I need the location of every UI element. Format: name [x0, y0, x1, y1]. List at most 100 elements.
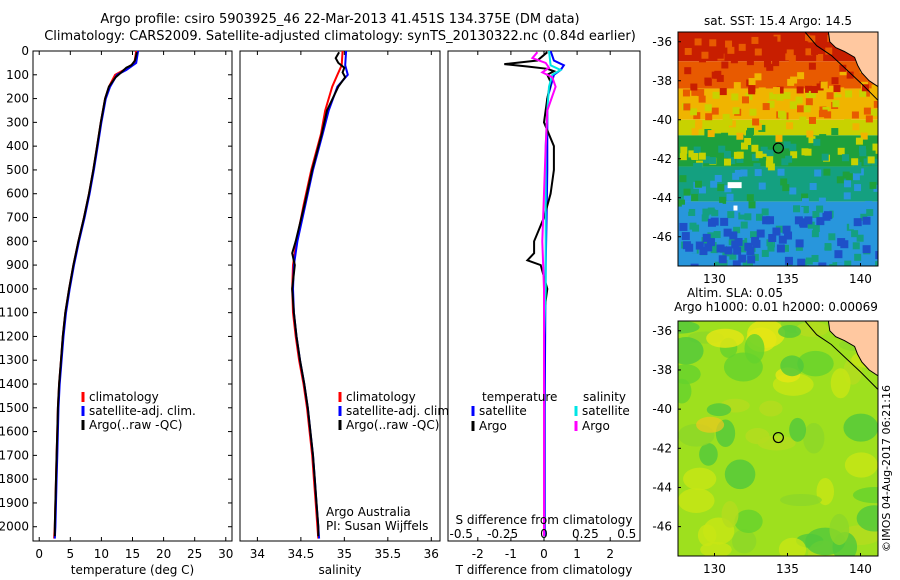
diff-legend-label: satellite: [479, 404, 527, 418]
sst-noise-cell: [755, 151, 763, 159]
sst-noise-cell: [824, 243, 832, 251]
depth-tick-label: 200: [6, 92, 29, 106]
sst-noise-cell: [723, 150, 731, 158]
depth-tick-label: 1400: [0, 377, 29, 391]
sst-cold-cell: [784, 231, 793, 240]
sst-noise-cell: [823, 236, 831, 244]
sst-noise-cell: [721, 61, 729, 69]
sst-noise-cell: [867, 156, 875, 164]
sst-noise-cell: [691, 152, 699, 160]
sst-noise-cell: [698, 152, 706, 160]
depth-tick-label: 1900: [0, 496, 29, 510]
sst-noise-cell: [689, 108, 697, 116]
sst-cold-cell: [706, 238, 715, 247]
sst-noise-cell: [801, 198, 809, 206]
sst-noise-cell: [753, 163, 761, 171]
profile-location-marker: [772, 431, 784, 444]
sst-noise-cell: [704, 77, 712, 85]
temp-legend-label: Argo(..raw -QC): [89, 418, 182, 432]
sst-noise-cell: [851, 158, 859, 166]
sst-noise-cell: [730, 35, 738, 43]
sst-noise-cell: [716, 51, 724, 59]
sla-anomaly-blob: [706, 328, 745, 348]
sst-noise-cell: [683, 194, 691, 202]
sst-noise-cell: [803, 105, 811, 113]
sst-noise-cell: [831, 77, 839, 85]
sal-xtick-label: 35.5: [374, 547, 401, 561]
depth-tick-label: 1000: [0, 282, 29, 296]
sla-anomaly-blob: [852, 487, 878, 504]
sst-noise-cell: [772, 87, 780, 95]
sst-noise-cell: [760, 146, 768, 154]
sst-noise-cell: [701, 214, 709, 222]
sal-x-axis-label: salinity: [318, 563, 361, 577]
sst-noise-cell: [831, 128, 839, 136]
sst-noise-cell: [782, 184, 790, 192]
sst-noise-cell: [710, 180, 718, 188]
sst-noise-cell: [839, 64, 847, 72]
sst-noise-cell: [751, 36, 759, 44]
sst-cold-cell: [818, 262, 827, 266]
sst-noise-cell: [795, 96, 803, 104]
sst-noise-cell: [868, 166, 876, 174]
sst-noise-cell: [754, 73, 762, 81]
sst-noise-cell: [758, 182, 766, 190]
sst-noise-cell: [862, 228, 870, 236]
sst-cold-cell: [733, 246, 742, 255]
temp-series-argo-raw-qc-: [53, 51, 138, 537]
sst-noise-cell: [796, 86, 804, 94]
sst-noise-cell: [703, 156, 711, 164]
sst-cold-cell: [734, 237, 743, 246]
diff-legend-heading: salinity: [583, 390, 626, 404]
sst-noise-cell: [689, 222, 697, 230]
sst-noise-cell: [780, 178, 788, 186]
map-lat-label: -40: [652, 402, 672, 416]
sst-noise-cell: [715, 202, 723, 210]
sst-noise-cell: [740, 169, 748, 177]
sst-noise-cell: [707, 207, 715, 215]
sst-noise-cell: [709, 39, 717, 47]
sst-noise-cell: [702, 208, 710, 216]
sst-noise-cell: [808, 116, 816, 124]
sla-anomaly-blob: [678, 378, 692, 404]
sst-noise-cell: [733, 82, 741, 90]
sst-noise-cell: [783, 92, 791, 100]
sst-noise-cell: [713, 231, 721, 239]
sst-noise-cell: [736, 151, 744, 159]
sst-noise-cell: [707, 130, 715, 138]
diff-xtick-label: 1: [573, 547, 581, 561]
sst-cold-cell: [702, 233, 711, 242]
sst-noise-cell: [754, 169, 762, 177]
sst-cold-cell: [704, 243, 713, 252]
sst-noise-cell: [718, 145, 726, 153]
sst-noise-cell: [758, 87, 766, 95]
sst-noise-cell: [745, 261, 753, 266]
map-lon-label: 130: [703, 272, 726, 286]
sst-noise-cell: [820, 109, 828, 117]
sla-anomaly-blob: [778, 325, 802, 338]
sst-cold-cell: [816, 217, 825, 226]
difference-panel: -2 -1 0 1 2 T difference from climatology temp…: [447, 50, 641, 577]
sst-map-panel: -36 -38 -40 -42 -44 -46 130 135 140 sat. SST: 15.…: [652, 14, 879, 286]
sst-noise-cell: [694, 38, 702, 46]
sst-noise-cell: [770, 36, 778, 44]
sst-noise-cell: [856, 234, 864, 242]
sst-noise-cell: [785, 53, 793, 61]
sst-noise-cell: [797, 53, 805, 61]
sst-noise-cell: [732, 172, 740, 180]
sst-noise-cell: [719, 88, 727, 96]
map-lat-label: -46: [652, 520, 672, 534]
p-sla-title-line: Altim. SLA: 0.05: [687, 286, 783, 300]
figure-title-line1: Argo profile: csiro 5903925_46 22-Mar-20…: [100, 12, 580, 27]
sst-noise-cell: [740, 207, 748, 215]
sst-noise-cell: [811, 254, 819, 262]
map-lat-label: -36: [652, 35, 672, 49]
map-lon-label: 140: [849, 272, 872, 286]
sst-noise-cell: [761, 208, 769, 216]
sst-noise-cell: [797, 72, 805, 80]
temp-xtick-label: 30: [218, 547, 233, 561]
sst-noise-cell: [744, 213, 752, 221]
sst-noise-cell: [751, 253, 759, 261]
sst-cold-cell: [782, 225, 791, 234]
sst-cold-cell: [862, 245, 871, 254]
